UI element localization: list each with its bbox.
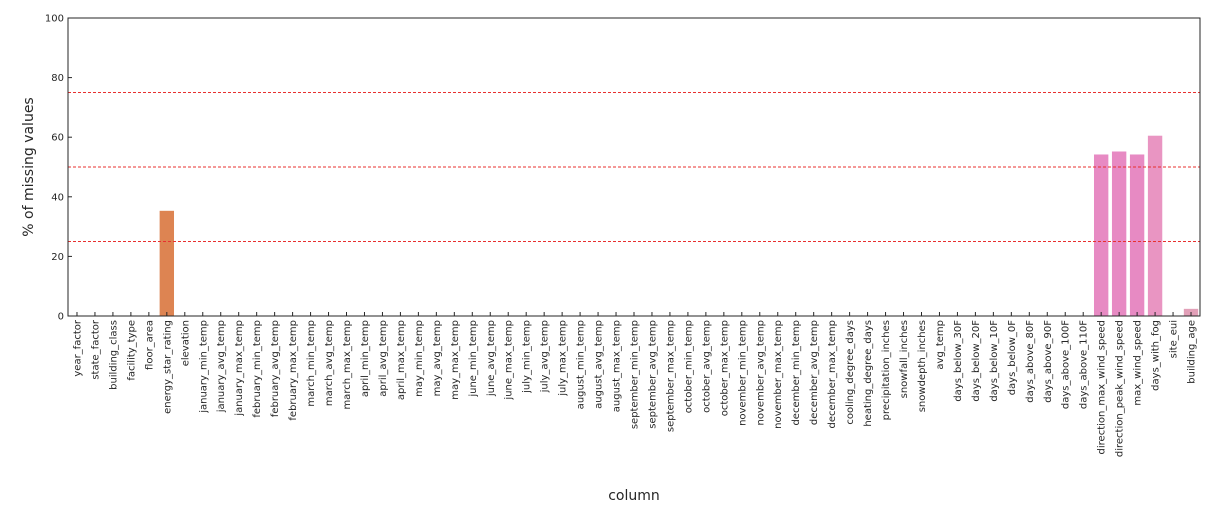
x-tick-label: days_below_20F	[971, 320, 982, 402]
plot-frame	[67, 17, 1201, 317]
x-tick-label: december_min_temp	[791, 320, 802, 426]
x-tick-label: november_min_temp	[737, 320, 748, 426]
x-tick-label: facility_type	[126, 320, 137, 381]
x-tick-label: august_avg_temp	[594, 320, 605, 409]
x-tick-label: max_wind_speed	[1133, 320, 1144, 406]
x-tick-label: february_max_temp	[288, 320, 299, 421]
x-tick-label: direction_max_wind_speed	[1097, 320, 1108, 454]
y-tick-label: 40	[51, 192, 64, 203]
x-tick-label: elevation	[180, 320, 191, 366]
x-tick-label: august_max_temp	[612, 320, 623, 412]
x-tick-label: june_max_temp	[504, 320, 515, 401]
x-tick-label: cooling_degree_days	[845, 320, 856, 425]
y-tick-label: 100	[45, 14, 64, 25]
x-tick-label: april_avg_temp	[378, 320, 389, 397]
x-tick-label: october_max_temp	[719, 320, 730, 416]
x-tick-label: snowfall_inches	[899, 320, 910, 398]
x-tick-label: building_age	[1187, 320, 1198, 384]
x-tick-label: days_below_10F	[989, 320, 1000, 402]
x-tick-label: may_max_temp	[450, 320, 461, 400]
bar-direction_peak_wind_speed	[1111, 151, 1127, 316]
x-tick-label: december_avg_temp	[809, 320, 820, 425]
x-tick-label: september_min_temp	[630, 320, 641, 429]
x-tick-label: march_max_temp	[342, 320, 353, 410]
bar-direction_max_wind_speed	[1093, 154, 1109, 316]
x-tick-label: year_factor	[72, 319, 83, 376]
bar-energy_star_rating	[159, 210, 175, 316]
y-tick-label: 0	[58, 312, 64, 323]
x-tick-label: july_avg_temp	[540, 320, 551, 393]
x-tick-label: floor_area	[144, 320, 155, 370]
y-tick-label: 60	[51, 133, 64, 144]
x-tick-label: building_class	[108, 320, 119, 390]
x-tick-label: july_max_temp	[558, 320, 569, 397]
x-axis-ticks: year_factor state_factor building_class fac…	[72, 312, 1198, 457]
x-tick-label: april_min_temp	[360, 320, 371, 397]
x-tick-label: state_factor	[90, 319, 101, 380]
x-tick-label: november_max_temp	[773, 320, 784, 429]
x-tick-label: days_below_30F	[953, 320, 964, 402]
x-tick-label: direction_peak_wind_speed	[1115, 320, 1126, 457]
x-tick-label: precipitation_inches	[881, 320, 892, 420]
x-tick-label: days_with_fog	[1151, 320, 1162, 391]
x-tick-label: site_eui	[1169, 320, 1180, 358]
x-tick-label: may_min_temp	[414, 320, 425, 397]
x-tick-label: november_avg_temp	[755, 320, 766, 425]
x-tick-label: days_above_110F	[1079, 320, 1090, 409]
x-tick-label: snowdepth_inches	[917, 320, 928, 412]
x-tick-label: heating_degree_days	[863, 320, 874, 427]
x-tick-label: may_avg_temp	[432, 320, 443, 396]
x-tick-label: april_max_temp	[396, 320, 407, 400]
x-tick-label: days_below_0F	[1007, 320, 1018, 396]
x-tick-label: january_avg_temp	[216, 320, 227, 413]
x-tick-label: february_avg_temp	[270, 320, 281, 417]
x-tick-label: july_min_temp	[522, 320, 533, 394]
bars-group	[159, 135, 1199, 316]
bar-days_with_fog	[1147, 135, 1163, 316]
x-tick-label: days_above_100F	[1061, 320, 1072, 409]
x-tick-label: december_max_temp	[827, 320, 838, 428]
x-tick-label: august_min_temp	[576, 320, 587, 409]
x-tick-label: march_avg_temp	[324, 320, 335, 406]
y-tick-label: 80	[51, 73, 64, 84]
x-tick-label: january_min_temp	[198, 320, 209, 414]
x-tick-label: days_above_80F	[1025, 320, 1036, 403]
x-tick-label: october_min_temp	[683, 320, 694, 413]
x-tick-label: january_max_temp	[234, 320, 245, 417]
x-tick-label: days_above_90F	[1043, 320, 1054, 403]
x-tick-label: avg_temp	[935, 320, 946, 370]
y-axis-label: % of missing values	[21, 97, 37, 236]
x-tick-label: march_min_temp	[306, 320, 317, 407]
x-tick-label: june_min_temp	[468, 320, 479, 398]
x-tick-label: october_avg_temp	[701, 320, 712, 413]
x-tick-label: september_avg_temp	[647, 320, 658, 429]
x-tick-label: february_min_temp	[252, 320, 263, 418]
reference-lines-group	[68, 92, 1200, 242]
x-axis-label: column	[608, 488, 660, 504]
x-tick-label: june_avg_temp	[486, 320, 497, 397]
bar-max_wind_speed	[1129, 154, 1145, 316]
x-tick-label: september_max_temp	[665, 320, 676, 432]
y-tick-label: 20	[51, 252, 64, 263]
x-tick-label: energy_star_rating	[162, 320, 173, 414]
